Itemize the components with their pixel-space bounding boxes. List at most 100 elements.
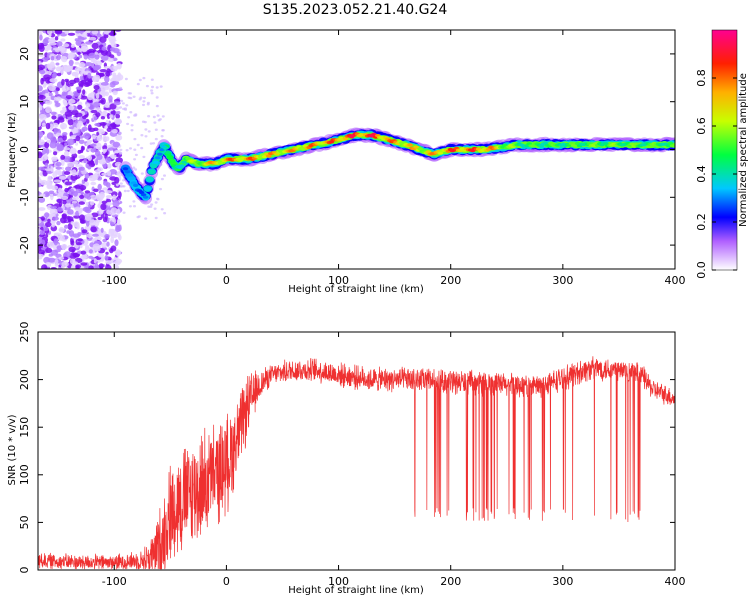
noise-speckle [123,189,127,193]
noise-speckle [46,139,51,144]
noise-speckle [80,250,87,255]
noise-speckle [51,73,57,79]
noise-speckle [103,107,112,111]
noise-speckle [110,245,117,252]
noise-speckle [52,122,59,128]
noise-speckle [45,147,50,155]
noise-speckle [105,70,111,77]
x-tick-label: -100 [102,575,127,588]
noise-speckle [71,109,79,116]
noise-speckle [61,261,69,267]
noise-speckle [99,122,107,126]
noise-speckle [105,264,112,269]
noise-speckle [96,194,103,202]
noise-speckle [47,257,56,263]
noise-speckle [67,216,74,222]
noise-speckle [130,129,134,132]
noise-speckle [48,92,53,97]
noise-speckle [91,76,100,83]
noise-speckle [103,110,107,114]
noise-speckle [40,216,45,221]
noise-speckle [90,226,97,233]
noise-speckle [58,256,65,260]
noise-speckle [65,95,73,100]
noise-speckle [98,130,106,135]
noise-speckle [83,157,87,164]
noise-speckle [94,247,101,252]
noise-speckle [60,110,65,114]
noise-speckle [77,238,83,242]
noise-speckle [45,106,52,114]
colorbar-gradient [711,29,738,271]
noise-speckle [108,35,116,42]
noise-speckle [60,56,68,60]
noise-speckle [49,38,56,42]
noise-speckle [138,78,142,82]
noise-speckle [68,105,75,111]
noise-speckle [93,101,100,108]
noise-speckle [152,142,156,145]
noise-speckle [119,185,123,188]
noise-speckle [112,194,117,201]
noise-speckle [79,75,84,82]
noise-speckle [46,71,52,76]
noise-speckle [106,127,112,132]
noise-speckle [85,81,93,87]
noise-speckle [153,207,157,210]
noise-speckle [40,247,47,251]
noise-speckle [43,227,49,232]
noise-speckle [50,220,56,224]
noise-speckle [44,136,48,141]
y-tick-label: 100 [18,464,31,485]
noise-speckle [86,139,93,143]
noise-speckle [78,139,85,145]
noise-speckle [94,169,101,173]
noise-speckle [106,241,110,247]
noise-speckle [124,108,127,111]
noise-speckle [50,111,57,116]
noise-speckle [110,221,115,227]
noise-speckle [69,46,77,51]
noise-speckle [154,216,158,220]
noise-speckle [112,90,118,96]
noise-speckle [90,201,95,206]
noise-speckle [87,72,92,79]
noise-speckle [51,185,59,191]
ridge-blob [167,155,173,159]
noise-speckle [49,208,58,216]
y-tick-label: 0 [18,146,31,153]
spectrogram-xlabel: Height of straight line (km) [288,284,424,295]
noise-speckle [112,47,120,54]
noise-speckle [52,47,61,51]
noise-speckle [142,76,146,80]
noise-speckle [68,188,75,196]
noise-speckle [84,214,92,222]
noise-speckle [93,65,100,71]
noise-speckle [102,148,108,153]
noise-speckle [67,32,76,36]
noise-speckle [75,39,82,46]
x-tick-label: 400 [665,274,686,287]
noise-speckle [38,30,43,33]
colorbar-label: Normalized spectral amplitude [738,73,749,227]
noise-speckle [129,147,132,150]
noise-speckle [155,96,159,99]
noise-speckle [72,233,81,238]
noise-speckle [90,109,98,114]
noise-speckle [38,207,46,211]
noise-speckle [52,216,59,221]
noise-speckle [84,208,92,214]
noise-speckle [49,141,57,149]
noise-speckle [49,61,55,69]
noise-speckle [58,201,63,207]
noise-speckle [41,77,47,82]
noise-speckle [110,207,118,215]
noise-speckle [74,206,80,212]
noise-speckle [67,52,74,60]
noise-speckle [114,239,119,247]
noise-speckle [98,72,105,78]
noise-speckle [119,106,123,109]
noise-speckle [82,32,88,38]
noise-speckle [128,205,132,208]
noise-speckle [88,93,94,97]
